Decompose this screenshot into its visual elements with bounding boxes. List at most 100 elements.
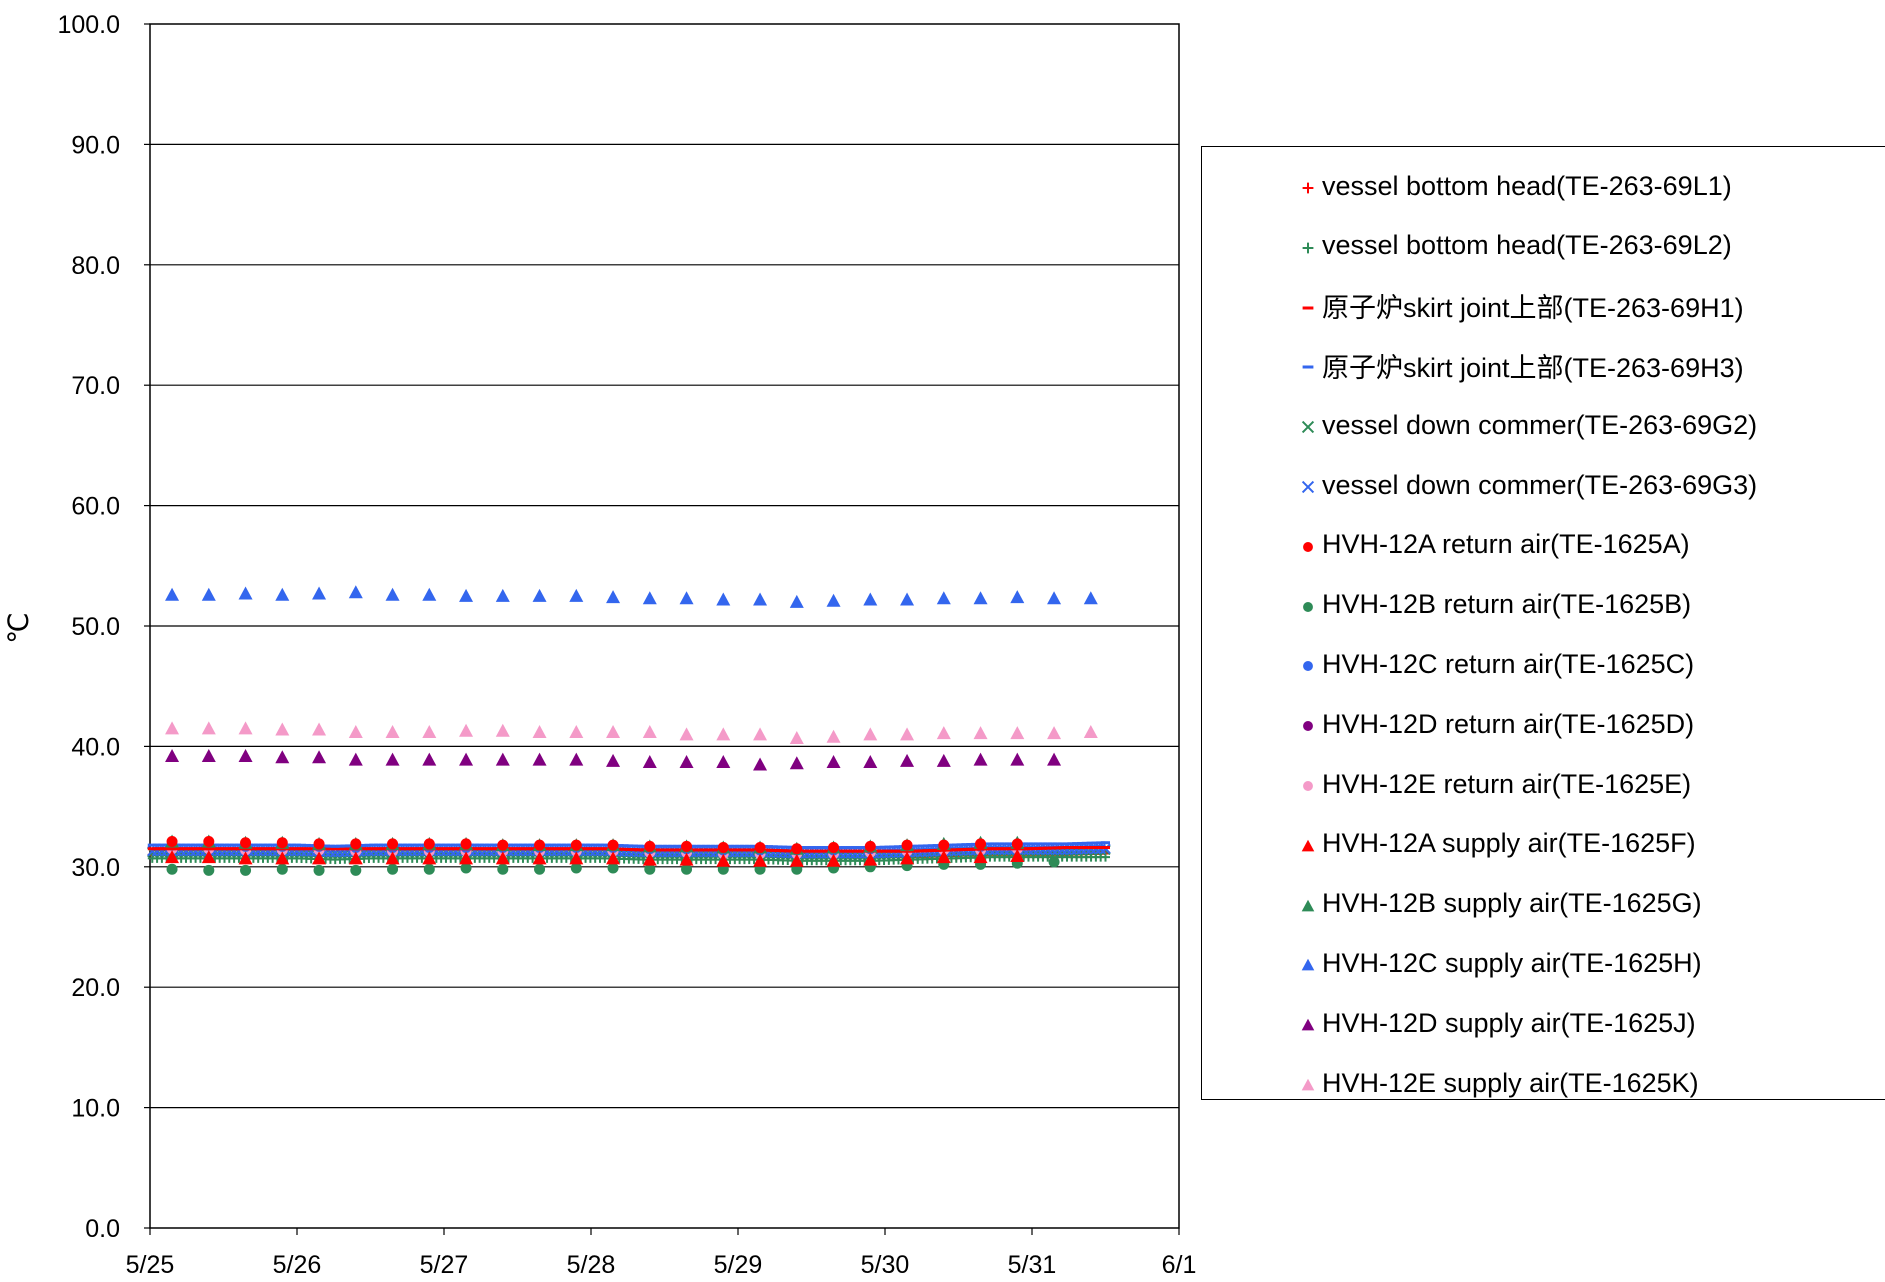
data-point (789, 853, 804, 867)
legend-marker-shape (1303, 541, 1313, 552)
data-point (275, 851, 290, 865)
data-point (385, 724, 400, 738)
data-point (459, 752, 474, 766)
data-point (789, 594, 804, 608)
gridlines (150, 143, 1179, 1109)
data-point (313, 838, 325, 850)
legend-marker-shape (1301, 959, 1315, 971)
legend-marker (1303, 781, 1313, 791)
data-point (350, 864, 362, 876)
legend-label: HVH-12B return air(TE-1625B) (1322, 589, 1692, 620)
data-point (1010, 752, 1025, 766)
y-axis-ticks: 0.0 10.0 20.0 30.0 40.0 50.0 60.0 70.0 80.0 90.0 1… (57, 11, 150, 1243)
legend-marker (1303, 661, 1313, 672)
legend-item: HVH-12A supply air(TE-1625F) (1298, 824, 1696, 864)
legend-item: HVH-12D return air(TE-1625D) (1298, 704, 1694, 744)
data-point (238, 586, 253, 600)
data-point (497, 863, 509, 875)
legend-item: vessel bottom head(TE-263-69L1) (1298, 166, 1732, 206)
data-point (165, 749, 180, 763)
data-point (238, 851, 253, 865)
series-11 (165, 848, 1025, 867)
data-point (900, 592, 915, 606)
data-point (863, 727, 878, 741)
legend-label: vessel bottom head(TE-263-69L2) (1322, 230, 1732, 261)
x-tick-label: 5/31 (1008, 1251, 1057, 1279)
data-point (642, 852, 657, 866)
data-point (495, 588, 510, 602)
data-point (679, 727, 694, 741)
data-point (312, 722, 327, 736)
legend-label: 原子炉skirt joint上部(TE-263-69H3) (1322, 352, 1744, 383)
data-point (716, 727, 731, 741)
data-point (422, 587, 437, 601)
data-point (534, 839, 546, 851)
legend-marker-shape (1301, 421, 1315, 434)
legend-marker-shape (1301, 1078, 1315, 1091)
data-point (936, 591, 951, 605)
data-point (495, 851, 510, 865)
legend-label: 原子炉skirt joint上部(TE-263-69H1) (1322, 293, 1744, 324)
data-point (717, 842, 729, 854)
data-point (348, 851, 363, 865)
legend-label: HVH-12A supply air(TE-1625F) (1322, 828, 1696, 859)
data-point (532, 588, 547, 602)
data-point (422, 752, 437, 766)
data-point (753, 592, 768, 606)
data-point (1011, 838, 1023, 850)
data-point (497, 839, 509, 851)
data-point (973, 726, 988, 740)
data-point (460, 862, 472, 874)
legend-marker-shape (1303, 781, 1313, 791)
legend-marker (1302, 365, 1314, 369)
data-point (313, 864, 325, 876)
x-tick-label: 5/25 (126, 1251, 175, 1279)
legend-marker-shape (1303, 601, 1313, 612)
data-series (147, 585, 1111, 876)
data-point (312, 750, 327, 764)
x-tick-label: 5/28 (567, 1251, 616, 1279)
data-point (789, 756, 804, 770)
data-point (570, 862, 582, 874)
data-point (900, 753, 915, 767)
data-point (936, 850, 951, 864)
data-point (679, 591, 694, 605)
legend-marker (1303, 601, 1313, 612)
y-tick-label: 80.0 (71, 252, 120, 280)
legend-item: HVH-12B return air(TE-1625B) (1298, 585, 1691, 625)
data-point (165, 587, 180, 601)
legend-item: HVH-12E supply air(TE-1625K) (1298, 1063, 1699, 1103)
data-point (569, 752, 584, 766)
y-tick-label: 40.0 (71, 733, 120, 761)
data-point (240, 837, 252, 849)
data-point (165, 721, 180, 735)
data-point (459, 851, 474, 865)
legend: vessel bottom head(TE-263-69L1) vessel bo… (1201, 146, 1885, 1100)
data-point (1010, 590, 1025, 604)
data-point (716, 592, 731, 606)
legend-label: HVH-12B supply air(TE-1625G) (1322, 888, 1702, 919)
y-tick-label: 10.0 (71, 1095, 120, 1123)
series-13 (165, 585, 1098, 608)
legend-marker-shape (1303, 721, 1313, 732)
data-point (203, 836, 215, 848)
data-point (387, 863, 399, 875)
legend-label: HVH-12A return air(TE-1625A) (1322, 529, 1690, 560)
data-point (570, 839, 582, 851)
x-tick-label: 5/27 (420, 1251, 469, 1279)
legend-item: HVH-12A return air(TE-1625A) (1298, 525, 1690, 565)
data-point (936, 726, 951, 740)
data-point (569, 724, 584, 738)
y-tick-label: 100.0 (57, 11, 120, 39)
series-14 (165, 749, 1062, 771)
legend-marker (1302, 182, 1314, 194)
data-point (864, 840, 876, 852)
legend-marker-shape (1301, 1018, 1315, 1031)
series-6 (166, 836, 1023, 855)
data-point (203, 864, 215, 876)
data-point (276, 863, 288, 875)
legend-marker (1303, 541, 1313, 552)
data-point (201, 850, 216, 864)
data-point (826, 729, 841, 743)
data-point (240, 864, 252, 876)
